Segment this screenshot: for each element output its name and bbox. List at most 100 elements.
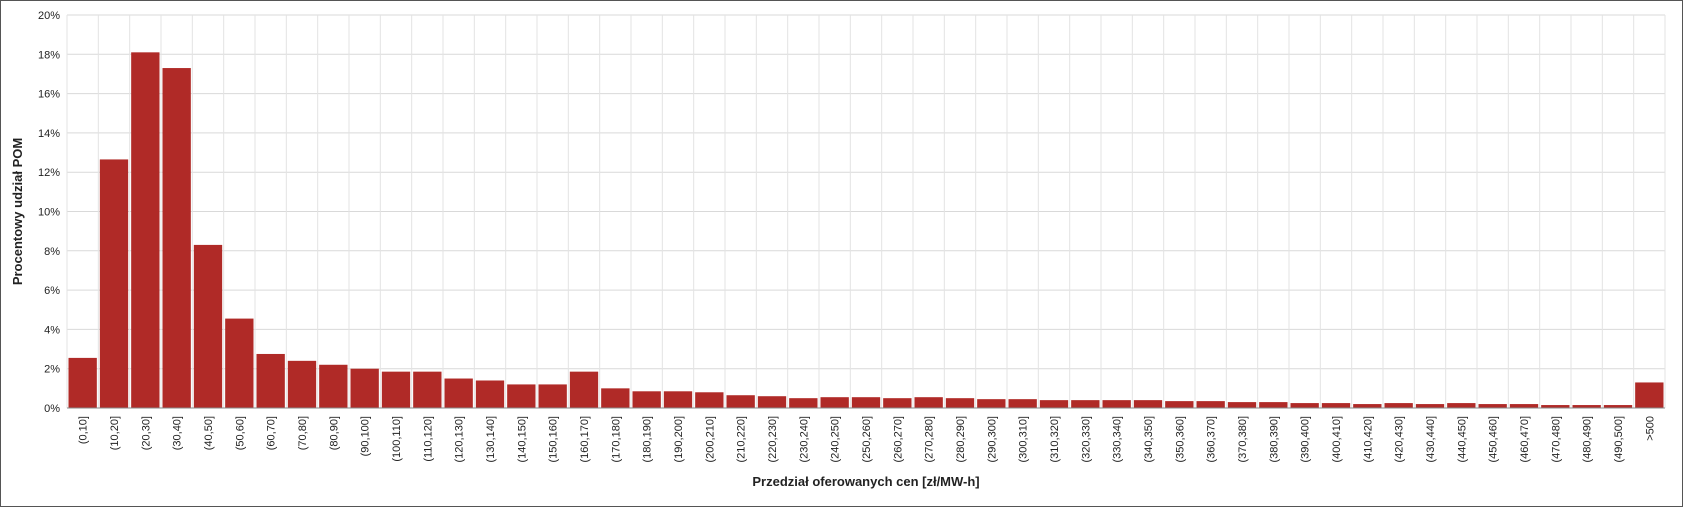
- y-axis-title: Procentowy udział POM: [10, 138, 25, 285]
- x-tick-label: (470,480]: [1550, 416, 1562, 462]
- bar: [757, 396, 787, 408]
- y-tick-label: 16%: [38, 89, 60, 101]
- x-tick-label: >500: [1644, 416, 1656, 441]
- y-tick-label: 18%: [38, 49, 60, 61]
- bar: [883, 398, 912, 408]
- x-tick-label: (30,40]: [172, 416, 184, 450]
- bar: [538, 384, 567, 408]
- x-tick-label: (460,470]: [1519, 416, 1531, 462]
- x-tick-label: (130,140]: [485, 416, 497, 462]
- bar: [632, 391, 661, 408]
- bar: [1509, 404, 1539, 408]
- bar: [820, 397, 849, 408]
- x-tick-label: (80,90]: [328, 416, 340, 450]
- x-tick-label: (180,190]: [642, 416, 654, 462]
- x-tick-label: (320,330]: [1080, 416, 1092, 462]
- bar: [789, 398, 818, 408]
- y-tick-label: 4%: [44, 324, 60, 336]
- x-tick-label: (200,210]: [704, 416, 716, 462]
- x-tick-label: (70,80]: [297, 416, 309, 450]
- x-tick-label: (260,270]: [892, 416, 904, 462]
- x-tick-label: (300,310]: [1018, 416, 1030, 462]
- y-tick-label: 2%: [44, 364, 60, 376]
- x-tick-label: (270,280]: [924, 416, 936, 462]
- x-tick-label: (60,70]: [266, 416, 278, 450]
- y-tick-labels: 0% 2% 4% 6% 8% 10% 12% 14% 16% 18% 20%: [38, 10, 60, 415]
- bar: [1165, 401, 1194, 408]
- bar: [475, 380, 505, 408]
- x-tick-label: (50,60]: [234, 416, 246, 450]
- bar: [1259, 402, 1288, 408]
- x-tick-label: (390,400]: [1300, 416, 1312, 462]
- bars-group: [68, 52, 1664, 409]
- x-tick-label: (430,440]: [1425, 416, 1437, 462]
- x-tick-label: (10,20]: [109, 416, 121, 450]
- x-tick-label: (360,370]: [1206, 416, 1218, 462]
- x-tick-labels: (0,10] (10,20] (20,30] (30,40] (40,50] (50,60…: [78, 416, 1657, 462]
- x-tick-label: (380,390]: [1268, 416, 1280, 462]
- x-tick-label: (220,230]: [767, 416, 779, 462]
- bar: [381, 371, 411, 408]
- grid-lines: [66, 14, 1666, 409]
- bar: [663, 391, 693, 408]
- bar: [350, 368, 379, 408]
- bar: [1635, 382, 1664, 408]
- y-tick-label: 12%: [38, 167, 60, 179]
- x-tick-label: (420,430]: [1394, 416, 1406, 462]
- x-tick-label: (230,240]: [798, 416, 810, 462]
- x-tick-label: (120,130]: [454, 416, 466, 462]
- x-tick-label: (150,160]: [548, 416, 560, 462]
- bar: [1321, 403, 1351, 408]
- x-tick-label: (250,260]: [861, 416, 873, 462]
- bar: [569, 371, 599, 408]
- bar: [1133, 400, 1163, 408]
- bar: [413, 371, 442, 408]
- bar: [1541, 405, 1570, 408]
- bar: [68, 357, 97, 408]
- x-tick-label: (20,30]: [140, 416, 152, 450]
- bar: [444, 378, 473, 408]
- x-tick-label: (480,490]: [1582, 416, 1594, 462]
- x-tick-label: (410,420]: [1362, 416, 1374, 462]
- x-tick-label: (210,220]: [736, 416, 748, 462]
- x-axis-title: Przedział oferowanych cen [zł/MW-h]: [752, 474, 979, 489]
- bar: [914, 397, 943, 408]
- x-tick-label: (0,10]: [78, 416, 90, 444]
- bar: [319, 364, 348, 408]
- bar: [1572, 405, 1601, 408]
- x-tick-label: (240,250]: [830, 416, 842, 462]
- bar: [256, 353, 285, 408]
- bar: [1384, 403, 1413, 408]
- bar: [1071, 400, 1100, 408]
- x-tick-label: (40,50]: [203, 416, 215, 450]
- bar: [131, 52, 160, 409]
- x-tick-label: (290,300]: [986, 416, 998, 462]
- x-tick-label: (340,350]: [1143, 416, 1155, 462]
- x-tick-label: (330,340]: [1112, 416, 1124, 462]
- bar: [99, 159, 129, 408]
- bar: [945, 398, 975, 408]
- x-tick-label: (140,150]: [516, 416, 528, 462]
- bar: [851, 397, 881, 408]
- x-tick-label: (450,460]: [1488, 416, 1500, 462]
- y-tick-label: 10%: [38, 207, 60, 219]
- x-tick-label: (350,360]: [1174, 416, 1186, 462]
- x-tick-label: (280,290]: [955, 416, 967, 462]
- x-tick-label: (190,200]: [673, 416, 685, 462]
- bar: [1008, 399, 1037, 408]
- bar: [162, 68, 191, 409]
- bar: [1102, 400, 1131, 408]
- y-tick-label: 6%: [44, 285, 60, 297]
- x-tick-label: (160,170]: [579, 416, 591, 462]
- bar: [1227, 402, 1257, 408]
- bar: [1478, 404, 1507, 408]
- bar: [225, 318, 254, 408]
- bar: [1290, 403, 1319, 408]
- x-tick-label: (440,450]: [1456, 416, 1468, 462]
- y-tick-label: 14%: [38, 128, 60, 140]
- bar: [193, 244, 223, 408]
- bar: [1196, 401, 1225, 408]
- bar: [1353, 404, 1382, 408]
- x-tick-label: (490,500]: [1613, 416, 1625, 462]
